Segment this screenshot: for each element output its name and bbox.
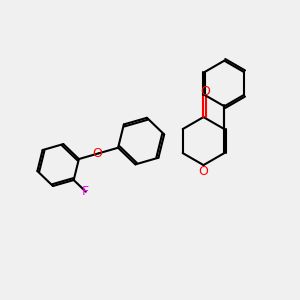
Text: O: O: [200, 85, 210, 98]
Text: O: O: [92, 148, 102, 160]
Text: O: O: [199, 165, 208, 178]
Text: F: F: [82, 185, 89, 198]
